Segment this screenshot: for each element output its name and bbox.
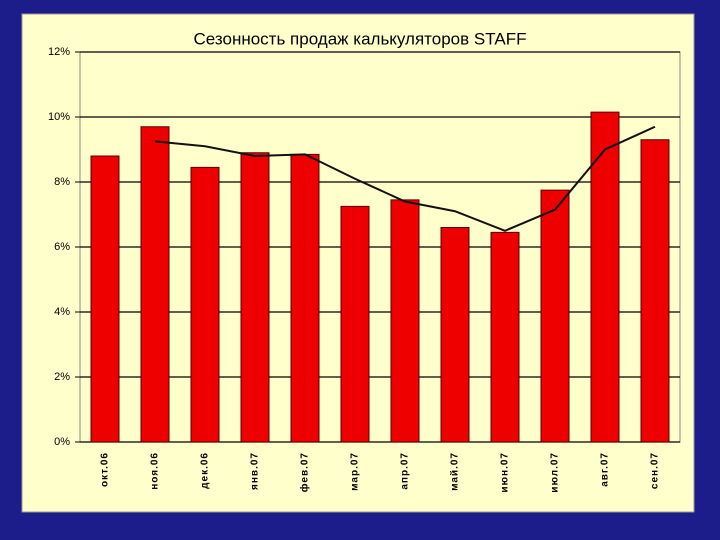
bar — [190, 166, 220, 443]
y-tick-label: 2% — [54, 371, 70, 383]
x-tick-label: янв.07 — [250, 452, 261, 490]
y-tick-label: 8% — [54, 176, 70, 188]
bar — [590, 111, 620, 443]
x-tick-label: июл.07 — [550, 452, 561, 493]
bar — [240, 152, 270, 443]
y-tick-label: 4% — [54, 306, 70, 318]
y-tick-label: 10% — [48, 111, 70, 123]
bar — [490, 231, 520, 443]
bar — [440, 227, 470, 443]
y-tick-label: 6% — [54, 241, 70, 253]
bar — [90, 155, 120, 443]
x-tick-label: авг.07 — [600, 452, 611, 487]
x-tick-label: апр.07 — [400, 452, 411, 490]
x-tick-label: фев.07 — [299, 452, 311, 492]
x-tick-label: май.07 — [450, 452, 461, 491]
bar — [140, 126, 170, 443]
bar — [290, 153, 320, 443]
chart-title: Сезонность продаж калькуляторов STAFF — [194, 29, 527, 48]
x-tick-label: июн.07 — [500, 452, 511, 493]
x-tick-label: дек.06 — [200, 452, 211, 489]
x-tick-label: окт.06 — [100, 452, 111, 487]
bar — [390, 199, 420, 443]
bar — [640, 139, 670, 443]
y-tick-label: 12% — [48, 46, 70, 58]
bar — [540, 189, 570, 443]
x-tick-label: мар.07 — [350, 452, 361, 491]
trend-line — [154, 125, 656, 232]
y-tick-label: 0% — [54, 436, 70, 448]
bar — [340, 205, 370, 443]
x-tick-label: ноя.06 — [150, 452, 161, 490]
x-tick-label: сен.07 — [650, 452, 661, 489]
